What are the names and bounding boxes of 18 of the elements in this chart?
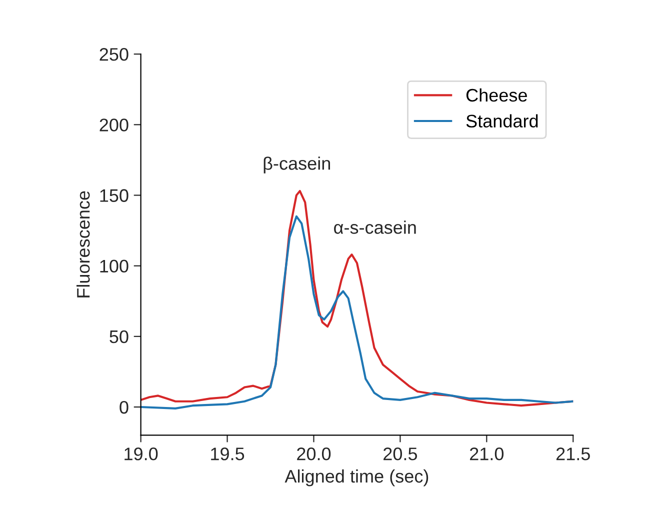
y-tick-label: 50 xyxy=(110,330,128,344)
y-tick-label: 200 xyxy=(100,118,128,132)
x-tick-label: 20.5 xyxy=(384,448,418,460)
x-tick-label: 20.0 xyxy=(297,448,331,460)
annotation: α-s-casein xyxy=(334,220,416,234)
x-tick-label: 21.0 xyxy=(470,448,504,460)
x-tick-label: 19.0 xyxy=(124,448,158,460)
y-tick-label: 250 xyxy=(100,48,128,61)
x-axis-title: Aligned time (sec) xyxy=(284,469,428,486)
annotation: β-casein xyxy=(264,156,330,174)
y-tick-label: 0 xyxy=(120,400,128,414)
legend-label: Cheese xyxy=(466,88,527,102)
y-axis-title: Fluorescence xyxy=(76,191,90,298)
legend-label: Standard xyxy=(466,114,538,128)
y-tick-label: 100 xyxy=(100,260,128,273)
x-tick-label: 21.5 xyxy=(556,448,590,460)
y-tick-label: 150 xyxy=(100,189,128,202)
x-tick-label: 19.5 xyxy=(211,448,244,460)
